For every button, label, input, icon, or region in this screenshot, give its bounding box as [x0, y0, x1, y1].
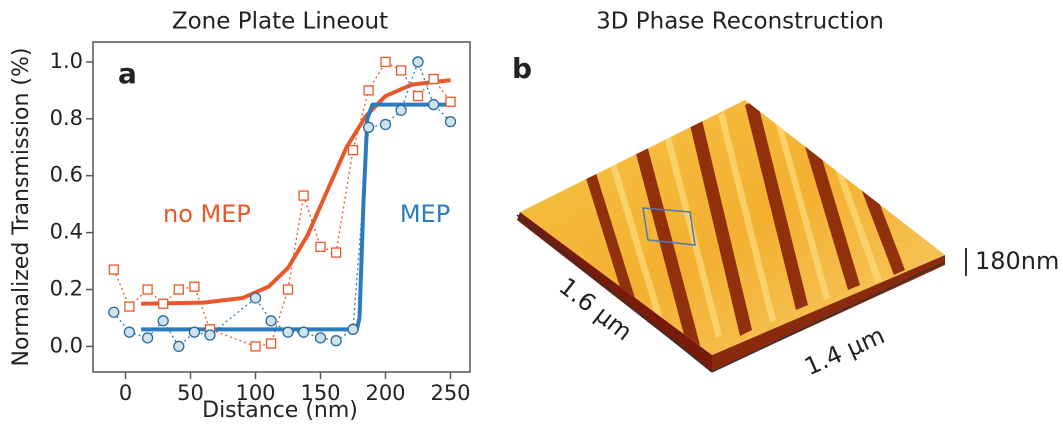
reconstruction-panel: 3D Phase Reconstruction b — [500, 9, 1059, 382]
y-tick-label: 0.2 — [50, 277, 83, 301]
data-point — [396, 105, 406, 115]
y-axis-label: Normalized Transmission (%) — [9, 48, 34, 367]
series-label: no MEP — [163, 200, 251, 228]
chart-title: Zone Plate Lineout — [172, 9, 388, 35]
data-point — [143, 333, 153, 343]
data-point — [174, 341, 184, 351]
x-tick-label: 250 — [430, 381, 470, 405]
panel-label: b — [512, 52, 532, 85]
data-point — [283, 327, 293, 337]
x-tick-label: 150 — [300, 381, 340, 405]
data-point — [190, 282, 199, 291]
surface — [500, 90, 960, 380]
data-point — [397, 66, 406, 75]
y-tick-label: 0.6 — [50, 163, 83, 187]
data-point — [331, 336, 341, 346]
data-point — [413, 57, 423, 67]
y-tick-label: 1.0 — [50, 49, 83, 73]
data-point — [143, 285, 152, 294]
y-tick-label: 0.8 — [50, 106, 83, 130]
data-point — [125, 302, 134, 311]
data-point — [364, 86, 373, 95]
data-point — [205, 330, 215, 340]
data-point — [251, 293, 261, 303]
data-point — [159, 299, 168, 308]
figure: Zone Plate Lineout a Distance (nm) Norma… — [0, 0, 1063, 429]
data-point — [316, 333, 326, 343]
data-point — [364, 122, 374, 132]
data-point — [429, 74, 438, 83]
x-tick-label: 200 — [365, 381, 405, 405]
data-point — [381, 120, 391, 130]
data-point — [349, 146, 358, 155]
width-label: 1.4 µm — [800, 321, 889, 381]
data-point — [284, 285, 293, 294]
data-point — [158, 316, 168, 326]
data-point — [189, 327, 199, 337]
data-point — [299, 327, 309, 337]
x-tick-label: 0 — [119, 381, 132, 405]
data-point — [124, 327, 134, 337]
data-point — [267, 339, 276, 348]
x-tick-label: 100 — [235, 381, 275, 405]
data-point — [381, 57, 390, 66]
series-label: MEP — [400, 200, 450, 228]
data-point — [446, 117, 456, 127]
data-point — [251, 342, 260, 351]
x-tick-label: 50 — [177, 381, 204, 405]
data-point — [446, 97, 455, 106]
data-point — [414, 92, 423, 101]
data-point — [299, 191, 308, 200]
panel-label: a — [118, 57, 137, 90]
data-point — [316, 242, 325, 251]
data-point — [332, 248, 341, 257]
data-point — [429, 100, 439, 110]
data-point — [109, 265, 118, 274]
data-point — [266, 316, 276, 326]
data-point — [109, 307, 119, 317]
panel-title: 3D Phase Reconstruction — [596, 9, 884, 35]
height-label: 180nm — [975, 247, 1059, 275]
y-tick-label: 0.4 — [50, 220, 83, 244]
y-tick-label: 0.0 — [50, 333, 83, 357]
data-point — [174, 285, 183, 294]
data-point — [348, 324, 358, 334]
